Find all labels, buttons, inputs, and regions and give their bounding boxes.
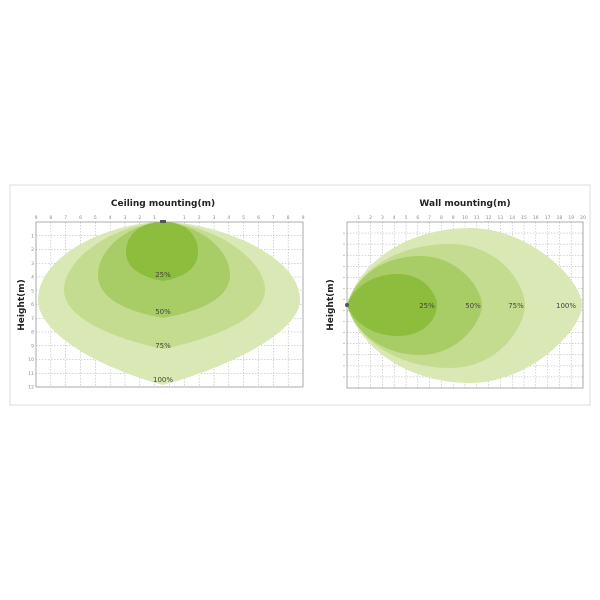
ceiling-plot-frame <box>35 221 304 388</box>
ceiling-fixture-marker <box>160 220 166 223</box>
wall-x-tick: 10 <box>462 215 468 221</box>
ceiling-y-tick: 2 <box>31 247 34 253</box>
ceiling-y-tick: 10 <box>28 357 34 363</box>
ceiling-zone-25 <box>126 222 198 281</box>
ceiling-x-tick: 1 <box>153 215 156 221</box>
wall-label-75: 75% <box>508 302 524 310</box>
ceiling-y-tick: 6 <box>31 302 34 308</box>
ceiling-y-tick: 11 <box>28 371 34 377</box>
wall-x-tick: 3 <box>381 215 384 221</box>
ceiling-x-tick: 6 <box>257 215 260 221</box>
ceiling-x-tick: 4 <box>227 215 230 221</box>
ceiling-y-tick: 1 <box>31 233 34 239</box>
wall-x-tick: 15 <box>521 215 527 221</box>
wall-x-tick: 1 <box>357 215 360 221</box>
ceiling-y-tick: 8 <box>31 330 34 336</box>
wall-fixture-marker <box>345 303 349 307</box>
wall-x-tick: 18 <box>557 215 563 221</box>
ceiling-x-tick: 9 <box>35 215 38 221</box>
ceiling-title: Ceiling mounting(m) <box>111 199 215 209</box>
wall-x-tick: 14 <box>509 215 515 221</box>
wall-x-tick: 5 <box>405 215 408 221</box>
wall-title: Wall mounting(m) <box>419 199 510 209</box>
ceiling-x-tick: 2 <box>138 215 141 221</box>
wall-x-tick: 12 <box>486 215 492 221</box>
wall-label-100: 100% <box>556 302 576 310</box>
wall-chart: Wall mounting(m) Height(m) 1 2 3 4 5 6 7 8 9 10 11… <box>326 199 586 389</box>
wall-x-tick: 13 <box>498 215 504 221</box>
ceiling-x-tick: 8 <box>49 215 52 221</box>
ceiling-label-75: 75% <box>155 342 171 350</box>
wall-x-tick: 7 <box>428 215 431 221</box>
ceiling-label-25: 25% <box>155 271 171 279</box>
wall-x-tick: 19 <box>568 215 574 221</box>
ceiling-label-50: 50% <box>155 308 171 316</box>
wall-x-tick: 8 <box>440 215 443 221</box>
wall-x-tick: 17 <box>545 215 551 221</box>
ceiling-y-tick: 12 <box>28 385 34 391</box>
ceiling-y-tick: 9 <box>31 343 34 349</box>
ceiling-x-tick: 4 <box>109 215 112 221</box>
ceiling-x-tick: 7 <box>272 215 275 221</box>
ceiling-y-tick: 5 <box>31 288 34 294</box>
ceiling-label-100: 100% <box>153 376 173 384</box>
ceiling-x-tick: 6 <box>79 215 82 221</box>
wall-x-tick: 16 <box>533 215 539 221</box>
wall-x-tick: 2 <box>369 215 372 221</box>
wall-x-tick: 11 <box>474 215 480 221</box>
ceiling-x-tick: 5 <box>242 215 245 221</box>
ceiling-x-tick: 5 <box>94 215 97 221</box>
ceiling-y-tick: 3 <box>31 261 34 267</box>
ceiling-x-tick: 8 <box>287 215 290 221</box>
ceiling-x-tick: 3 <box>124 215 127 221</box>
ceiling-x-tick: 9 <box>302 215 305 221</box>
wall-ylabel: Height(m) <box>326 279 336 330</box>
ceiling-x-tick: 3 <box>213 215 216 221</box>
wall-zone-25 <box>347 274 437 336</box>
wall-x-tick: 6 <box>416 215 419 221</box>
ceiling-x-tick: 7 <box>64 215 67 221</box>
ceiling-y-tick: 4 <box>31 275 34 281</box>
wall-label-50: 50% <box>465 302 481 310</box>
ceiling-x-tick: 2 <box>198 215 201 221</box>
wall-x-tick: 20 <box>580 215 586 221</box>
wall-x-tick: 9 <box>452 215 455 221</box>
wall-label-25: 25% <box>419 302 435 310</box>
ceiling-y-tick: 7 <box>31 316 34 322</box>
ceiling-ylabel: Height(m) <box>17 279 27 330</box>
wall-x-tick: 4 <box>393 215 396 221</box>
ceiling-x-tick: 1 <box>183 215 186 221</box>
